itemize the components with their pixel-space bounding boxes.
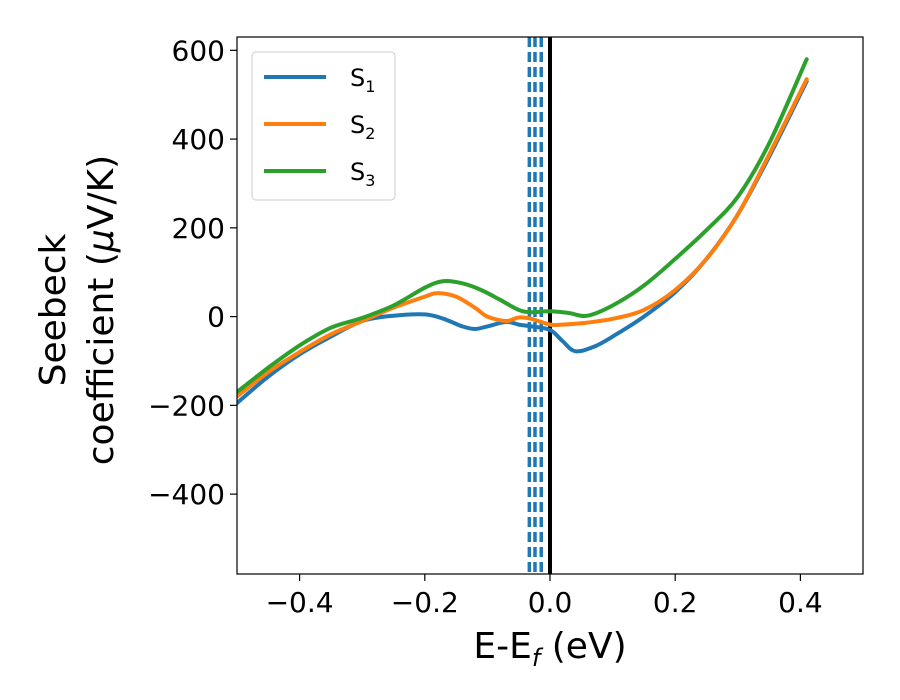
y-tick-label: 400 bbox=[172, 123, 225, 156]
y-tick-label: 600 bbox=[172, 34, 225, 67]
y-tick-label: 0 bbox=[207, 301, 225, 334]
vertical-lines bbox=[527, 37, 552, 574]
x-tick-label: 0.4 bbox=[778, 586, 823, 619]
series-lines bbox=[237, 57, 809, 406]
series-line-s3 bbox=[237, 57, 809, 394]
legend: S1 S2 S3 bbox=[251, 51, 396, 201]
x-tick-label: 0.0 bbox=[528, 586, 573, 619]
x-tick-label: −0.4 bbox=[266, 586, 334, 619]
legend-label-s2: S2 bbox=[350, 111, 375, 143]
y-tick-label: −200 bbox=[148, 389, 225, 422]
y-axis-label-line2: coefficient (μV/K) bbox=[81, 155, 122, 465]
legend-label-s3: S3 bbox=[350, 158, 375, 190]
legend-label-s1: S1 bbox=[350, 64, 375, 96]
y-axis-ticks: −400 −200 0 200 400 600 bbox=[148, 34, 237, 511]
series-line-s2 bbox=[237, 77, 809, 399]
y-tick-label: 200 bbox=[172, 212, 225, 245]
y-axis-label-line1: Seebeck bbox=[33, 233, 74, 386]
x-axis-label: E-Ef (eV) bbox=[473, 626, 626, 672]
x-axis-ticks: −0.4 −0.2 0.0 0.2 0.4 bbox=[266, 574, 823, 619]
y-tick-label: −400 bbox=[148, 478, 225, 511]
x-tick-label: −0.2 bbox=[391, 586, 459, 619]
x-tick-label: 0.2 bbox=[653, 586, 698, 619]
y-axis-label: Seebeck coefficient (μV/K) bbox=[33, 155, 122, 465]
